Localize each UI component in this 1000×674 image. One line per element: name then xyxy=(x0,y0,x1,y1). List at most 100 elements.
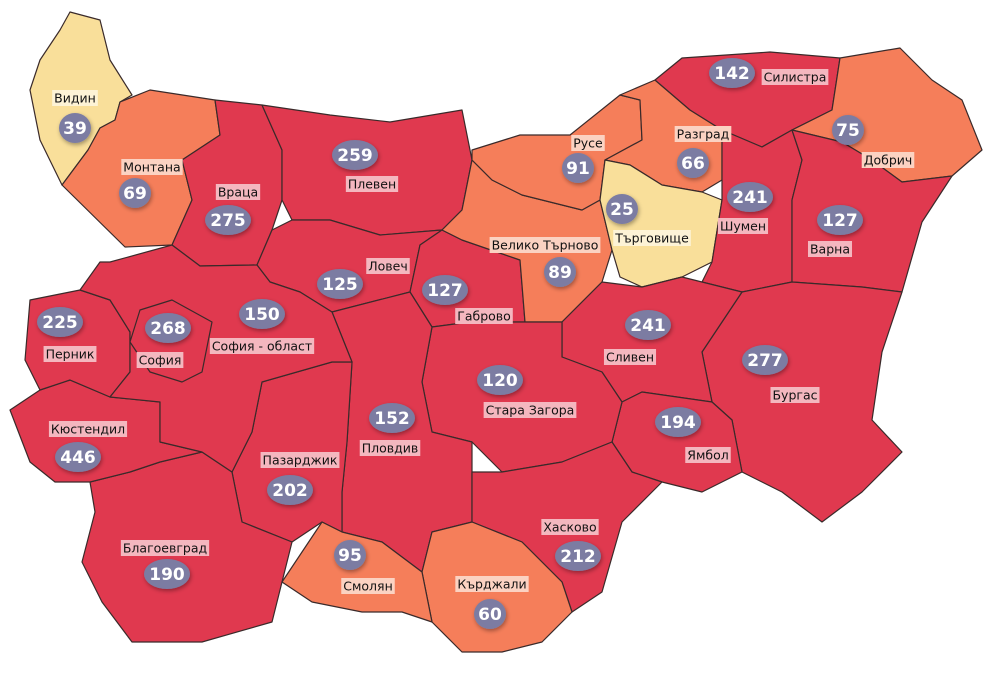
value-badge-text: 127 xyxy=(822,211,858,231)
region-name-background xyxy=(121,159,183,175)
region-name-background xyxy=(770,387,820,403)
value-badge-text: 25 xyxy=(610,200,634,220)
value-badge-text: 152 xyxy=(374,409,410,429)
value-badge-text: 75 xyxy=(836,121,860,141)
region-name-background xyxy=(603,349,657,365)
region-name-background xyxy=(48,421,128,437)
region-label-vratsa: Враца 275 xyxy=(205,184,261,235)
value-badge xyxy=(606,194,638,224)
value-badge xyxy=(332,140,378,170)
value-badge xyxy=(334,540,366,570)
region-name: Враца xyxy=(218,185,258,200)
region-label-yambol: Ямбол 194 xyxy=(655,407,731,463)
region-label-dobrich: Добрич 75 xyxy=(832,115,915,168)
value-badge xyxy=(267,475,313,505)
region-pleven[interactable] xyxy=(261,104,473,236)
value-badge-text: 39 xyxy=(63,119,87,139)
region-name-background xyxy=(761,69,829,85)
value-badge xyxy=(709,58,755,88)
region-name: Благоевград xyxy=(123,541,207,556)
region-name-background xyxy=(861,152,915,168)
value-badge-text: 446 xyxy=(60,448,96,468)
region-name-background xyxy=(489,237,601,253)
value-badge xyxy=(832,115,864,145)
region-name: Разград xyxy=(677,127,730,142)
region-sofia-oblast[interactable] xyxy=(79,244,353,473)
region-label-sliven: Сливен 241 xyxy=(603,310,671,365)
value-badge-text: 91 xyxy=(566,159,590,179)
region-name: Бургас xyxy=(772,388,817,403)
region-name-background xyxy=(345,176,399,192)
value-badge xyxy=(742,345,788,375)
region-label-varna: Варна 127 xyxy=(807,205,863,257)
region-name-background xyxy=(120,540,210,556)
region-name-background xyxy=(541,519,599,535)
value-badge-text: 66 xyxy=(681,154,705,174)
value-badge xyxy=(239,299,285,329)
value-badge-text: 69 xyxy=(123,184,147,204)
region-name-background xyxy=(807,241,853,257)
region-name-background xyxy=(613,230,691,246)
region-name: Шумен xyxy=(720,219,766,234)
region-name-background xyxy=(717,218,769,234)
value-badge xyxy=(625,310,671,340)
value-badge-text: 212 xyxy=(560,547,596,567)
value-badge-text: 120 xyxy=(482,371,518,391)
value-badge-text: 142 xyxy=(714,64,750,84)
region-name-background xyxy=(685,447,731,463)
region-label-kyustendil: Кюстендил 446 xyxy=(48,421,128,472)
value-badge-text: 150 xyxy=(244,305,280,325)
region-name: Пазарджик xyxy=(263,453,338,468)
region-label-ruse: Русе 91 xyxy=(562,135,605,183)
value-badge-text: 241 xyxy=(630,316,666,336)
value-badge xyxy=(655,407,701,437)
region-name: Плевен xyxy=(348,177,396,192)
value-badge xyxy=(55,442,101,472)
value-badge xyxy=(727,182,773,212)
region-name: Хасково xyxy=(543,520,596,535)
region-smolyan[interactable] xyxy=(281,521,433,623)
region-name: София xyxy=(139,353,182,368)
value-badge-text: 277 xyxy=(747,351,783,371)
value-badge-text: 202 xyxy=(272,481,308,501)
region-name-background xyxy=(366,258,410,274)
value-badge-text: 268 xyxy=(150,319,186,339)
region-label-burgas: Бургас 277 xyxy=(742,345,820,403)
labels-layer: Видин 39 Монтана 69 Враца 275 Плевен 259 Ловеч 12… xyxy=(37,58,915,629)
region-name-background xyxy=(341,578,395,594)
region-label-razgrad: Разград 66 xyxy=(674,126,732,178)
value-badge xyxy=(59,113,91,143)
value-badge xyxy=(422,275,468,305)
region-label-sofia-oblast: София - област 150 xyxy=(209,299,315,354)
value-badge xyxy=(677,148,709,178)
region-label-sofia-city: София 268 xyxy=(136,313,191,368)
value-badge xyxy=(317,269,363,299)
region-name: Ямбол xyxy=(687,448,728,463)
region-label-haskovo: Хасково 212 xyxy=(541,519,601,571)
value-badge-text: 241 xyxy=(732,188,768,208)
region-name: Кърджали xyxy=(457,577,526,592)
region-name: Стара Загора xyxy=(486,403,575,418)
region-name: София - област xyxy=(212,339,312,354)
region-name: Велико Търново xyxy=(492,238,599,253)
region-label-blagoevgrad: Благоевград 190 xyxy=(120,540,210,589)
value-badge xyxy=(205,205,251,235)
region-label-pleven: Плевен 259 xyxy=(332,140,399,192)
value-badge xyxy=(544,257,576,287)
region-name-background xyxy=(455,576,529,592)
value-badge-text: 275 xyxy=(210,211,246,231)
region-name: Варна xyxy=(810,242,850,257)
region-label-stara-zagora: Стара Загора 120 xyxy=(477,365,577,418)
region-name: Кюстендил xyxy=(51,422,125,437)
region-name-background xyxy=(359,440,421,456)
region-label-gabrovo: Габрово 127 xyxy=(422,275,513,324)
region-name: Търговище xyxy=(614,231,689,246)
region-name: Габрово xyxy=(457,309,511,324)
region-name: Силистра xyxy=(764,70,827,85)
region-label-pazardzhik: Пазарджик 202 xyxy=(260,452,340,505)
value-badge xyxy=(119,178,151,208)
value-badge-text: 127 xyxy=(427,281,463,301)
region-name: Пловдив xyxy=(362,441,419,456)
region-name-background xyxy=(136,352,184,368)
